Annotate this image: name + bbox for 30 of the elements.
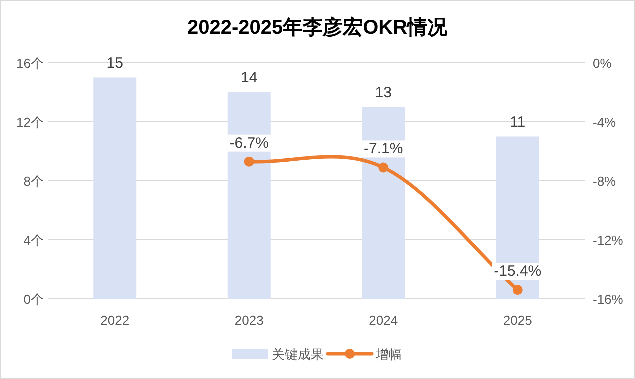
data-label: 15 <box>106 54 124 72</box>
point <box>244 156 254 167</box>
y2-tick-label: 0% <box>593 56 612 71</box>
x-tick-label: 2025 <box>503 313 532 328</box>
data-label: -6.7% <box>230 134 269 152</box>
data-label: -15.4% <box>494 263 542 280</box>
x-tick-label: 2023 <box>234 313 264 328</box>
x-tick-label: 2022 <box>100 313 130 328</box>
chart-title: 2022-2025年李彦宏OKR情况 <box>187 16 449 39</box>
legend-label: 关键成果 <box>272 347 324 362</box>
y-tick-label: 16个 <box>16 56 44 71</box>
y2-tick-label: -4% <box>593 115 617 130</box>
y-tick-label: 0个 <box>24 292 44 307</box>
data-label: 14 <box>241 70 258 86</box>
y2-tick-label: -16% <box>593 292 624 307</box>
x-tick-label: 2024 <box>369 313 398 328</box>
data-label: 11 <box>510 114 526 131</box>
point <box>378 162 389 173</box>
y-tick-label: 4个 <box>24 233 44 248</box>
y-tick-label: 12个 <box>16 115 44 130</box>
y2-tick-label: -8% <box>593 174 617 189</box>
point <box>512 285 523 296</box>
legend-label: 增幅 <box>375 347 402 362</box>
bar <box>362 107 406 299</box>
data-label: -7.1% <box>364 140 404 158</box>
y2-tick-label: -12% <box>593 233 624 248</box>
bar <box>228 92 271 299</box>
bar <box>94 78 137 299</box>
data-label: 13 <box>375 84 392 102</box>
y-tick-label: 8个 <box>24 174 44 189</box>
